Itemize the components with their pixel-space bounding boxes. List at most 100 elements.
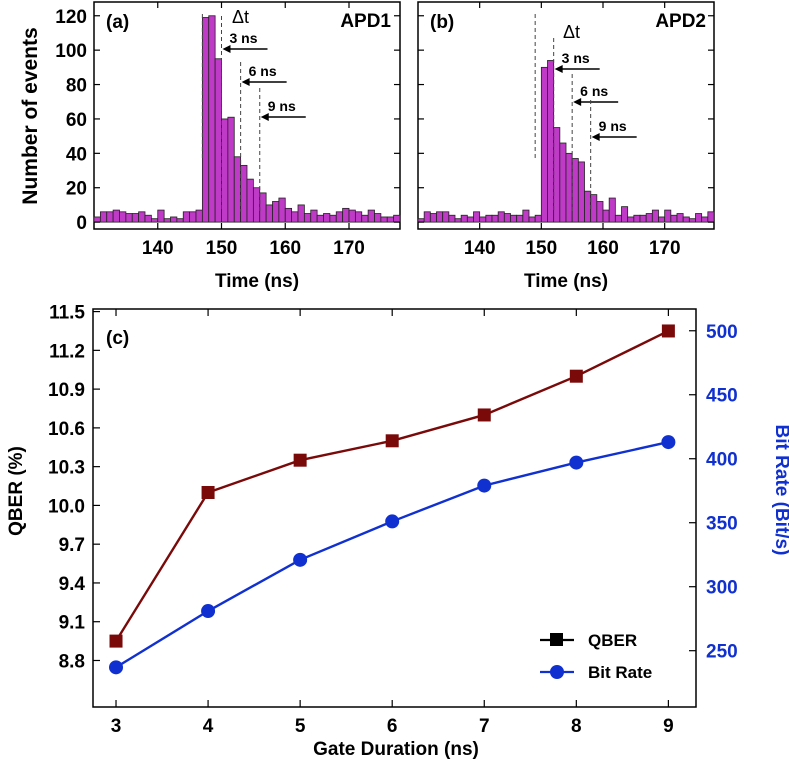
point-qber-2 <box>293 453 307 467</box>
x-axis-label-a: Time (ns) <box>215 271 299 292</box>
histogram-bar-b-21 <box>547 60 555 223</box>
histogram-bar-b-39 <box>658 216 666 223</box>
y-tick-label-a-6: 120 <box>55 7 87 28</box>
histogram-bar-b-40 <box>664 209 672 223</box>
delta-t-label-b: Δt <box>563 22 580 42</box>
histogram-bar-a-34 <box>310 209 318 223</box>
histogram-bar-a-21 <box>227 116 235 223</box>
histogram-bar-a-26 <box>259 192 267 223</box>
plot-frame-a <box>93 1 401 230</box>
histogram-bar-a-17 <box>201 17 210 223</box>
x-tick-label-c-3: 6 <box>387 716 398 737</box>
histogram-bar-b-4 <box>442 211 450 223</box>
plot-frame-b <box>417 1 715 230</box>
histogram-bar-b-12 <box>491 214 499 223</box>
histogram-bar-b-10 <box>479 216 487 223</box>
y-tick-label-a-2: 40 <box>66 144 87 165</box>
histogram-bar-b-34 <box>627 216 635 223</box>
histogram-bar-a-43 <box>367 209 375 223</box>
histogram-bar-a-27 <box>265 204 273 223</box>
histogram-bar-b-19 <box>534 214 542 223</box>
histogram-bar-a-8 <box>144 214 152 223</box>
histogram-panel-apd1: 3 ns 6 ns 9 ns 140 150 160 170 0 20 40 60 80 100 120… <box>19 1 401 292</box>
histogram-bar-a-40 <box>348 209 356 223</box>
histogram-bar-b-42 <box>676 213 684 223</box>
y-tick-label-a-3: 60 <box>66 110 87 131</box>
y-tick-label-qber-4: 10.0 <box>48 496 85 517</box>
histogram-bar-a-24 <box>246 178 254 223</box>
histogram-bar-b-6 <box>454 218 462 223</box>
gate-duration-panel: 3 4 5 6 7 8 9 8.8 9.1 9.4 9.7 10.0 10.3 10.6 10.9 11.2 1… <box>6 303 789 760</box>
gate-label-a-1: 6 ns <box>249 63 277 79</box>
gate-arrow-head-b-1 <box>573 98 582 106</box>
histogram-bar-a-23 <box>240 164 248 223</box>
histogram-bar-a-39 <box>342 207 350 223</box>
histogram-bar-b-14 <box>503 213 511 223</box>
y-tick-label-qber-9: 11.5 <box>49 303 85 324</box>
histogram-bar-b-35 <box>633 214 641 223</box>
histogram-bar-b-45 <box>695 213 703 223</box>
y-tick-label-qber-7: 10.9 <box>48 380 85 401</box>
histogram-bar-a-45 <box>380 216 388 223</box>
y-tick-label-qber-8: 11.2 <box>49 341 85 362</box>
histogram-bar-a-44 <box>374 213 382 223</box>
y-tick-label-a-4: 80 <box>66 76 87 97</box>
legend-qber-label: QBER <box>588 631 637 650</box>
plot-frame-c <box>92 308 697 708</box>
histogram-bar-a-38 <box>335 211 344 223</box>
histogram-bar-b-36 <box>639 214 647 223</box>
histogram-bar-b-43 <box>682 216 690 223</box>
gate-annotations-apd1: 3 ns 6 ns 9 ns <box>201 14 306 212</box>
histogram-bar-a-41 <box>354 211 363 223</box>
histogram-bar-b-47 <box>707 211 715 223</box>
legend-qber-marker <box>550 633 563 646</box>
gate-arrow-head-a-0 <box>222 45 231 53</box>
histogram-bar-a-20 <box>221 118 229 223</box>
histogram-bar-b-18 <box>528 216 536 223</box>
gate-annotations-apd2: 3 ns 6 ns 9 ns <box>534 14 637 212</box>
histogram-bars-apd1 <box>93 15 401 223</box>
x-tick-label-c-4: 7 <box>479 716 490 737</box>
point-bit-rate-2 <box>293 552 308 567</box>
histogram-bar-b-44 <box>688 218 696 223</box>
y-tick-label-qber-3: 9.7 <box>59 535 85 556</box>
histogram-bar-b-26 <box>577 161 585 223</box>
point-bit-rate-4 <box>477 478 492 493</box>
axes-apd2: 140 150 160 170 <box>418 2 714 259</box>
histogram-bar-a-22 <box>233 156 242 223</box>
histogram-bar-a-3 <box>112 209 120 223</box>
histogram-bar-a-10 <box>157 209 165 223</box>
histogram-bar-b-24 <box>565 152 573 223</box>
histogram-bars-apd2 <box>417 60 715 223</box>
histogram-bar-a-12 <box>170 216 178 223</box>
histogram-bar-b-11 <box>485 214 493 223</box>
histogram-bar-b-17 <box>522 209 530 223</box>
histogram-bar-a-29 <box>278 197 286 223</box>
histogram-bar-b-3 <box>436 211 444 223</box>
histogram-bar-a-18 <box>208 15 216 223</box>
histogram-bar-a-9 <box>150 218 159 223</box>
histogram-bar-b-1 <box>423 211 431 223</box>
x-tick-label-a-1: 150 <box>206 238 238 259</box>
y2-tick-label-bitrate-0: 250 <box>706 642 738 663</box>
histogram-bar-a-32 <box>297 204 305 223</box>
histogram-bar-b-5 <box>448 214 456 223</box>
y-tick-label-qber-0: 8.8 <box>59 651 85 672</box>
histogram-bar-b-28 <box>590 194 598 223</box>
histogram-bar-b-38 <box>651 209 659 223</box>
y2-tick-label-bitrate-5: 500 <box>706 322 738 343</box>
point-qber-3 <box>385 434 399 448</box>
point-bit-rate-3 <box>385 514 400 529</box>
x-tick-label-c-5: 8 <box>571 716 582 737</box>
histogram-bar-b-22 <box>553 127 561 223</box>
histogram-bar-a-31 <box>291 211 299 223</box>
histogram-bar-b-37 <box>645 213 653 223</box>
x-tick-label-b-2: 160 <box>587 238 619 259</box>
histogram-bar-b-27 <box>584 190 592 223</box>
y2-tick-label-bitrate-2: 350 <box>706 514 738 535</box>
histogram-bar-b-31 <box>608 197 616 223</box>
panel-label-a: (a) <box>106 12 129 33</box>
legend: QBER Bit Rate <box>540 631 652 682</box>
histogram-bar-a-36 <box>323 213 331 223</box>
